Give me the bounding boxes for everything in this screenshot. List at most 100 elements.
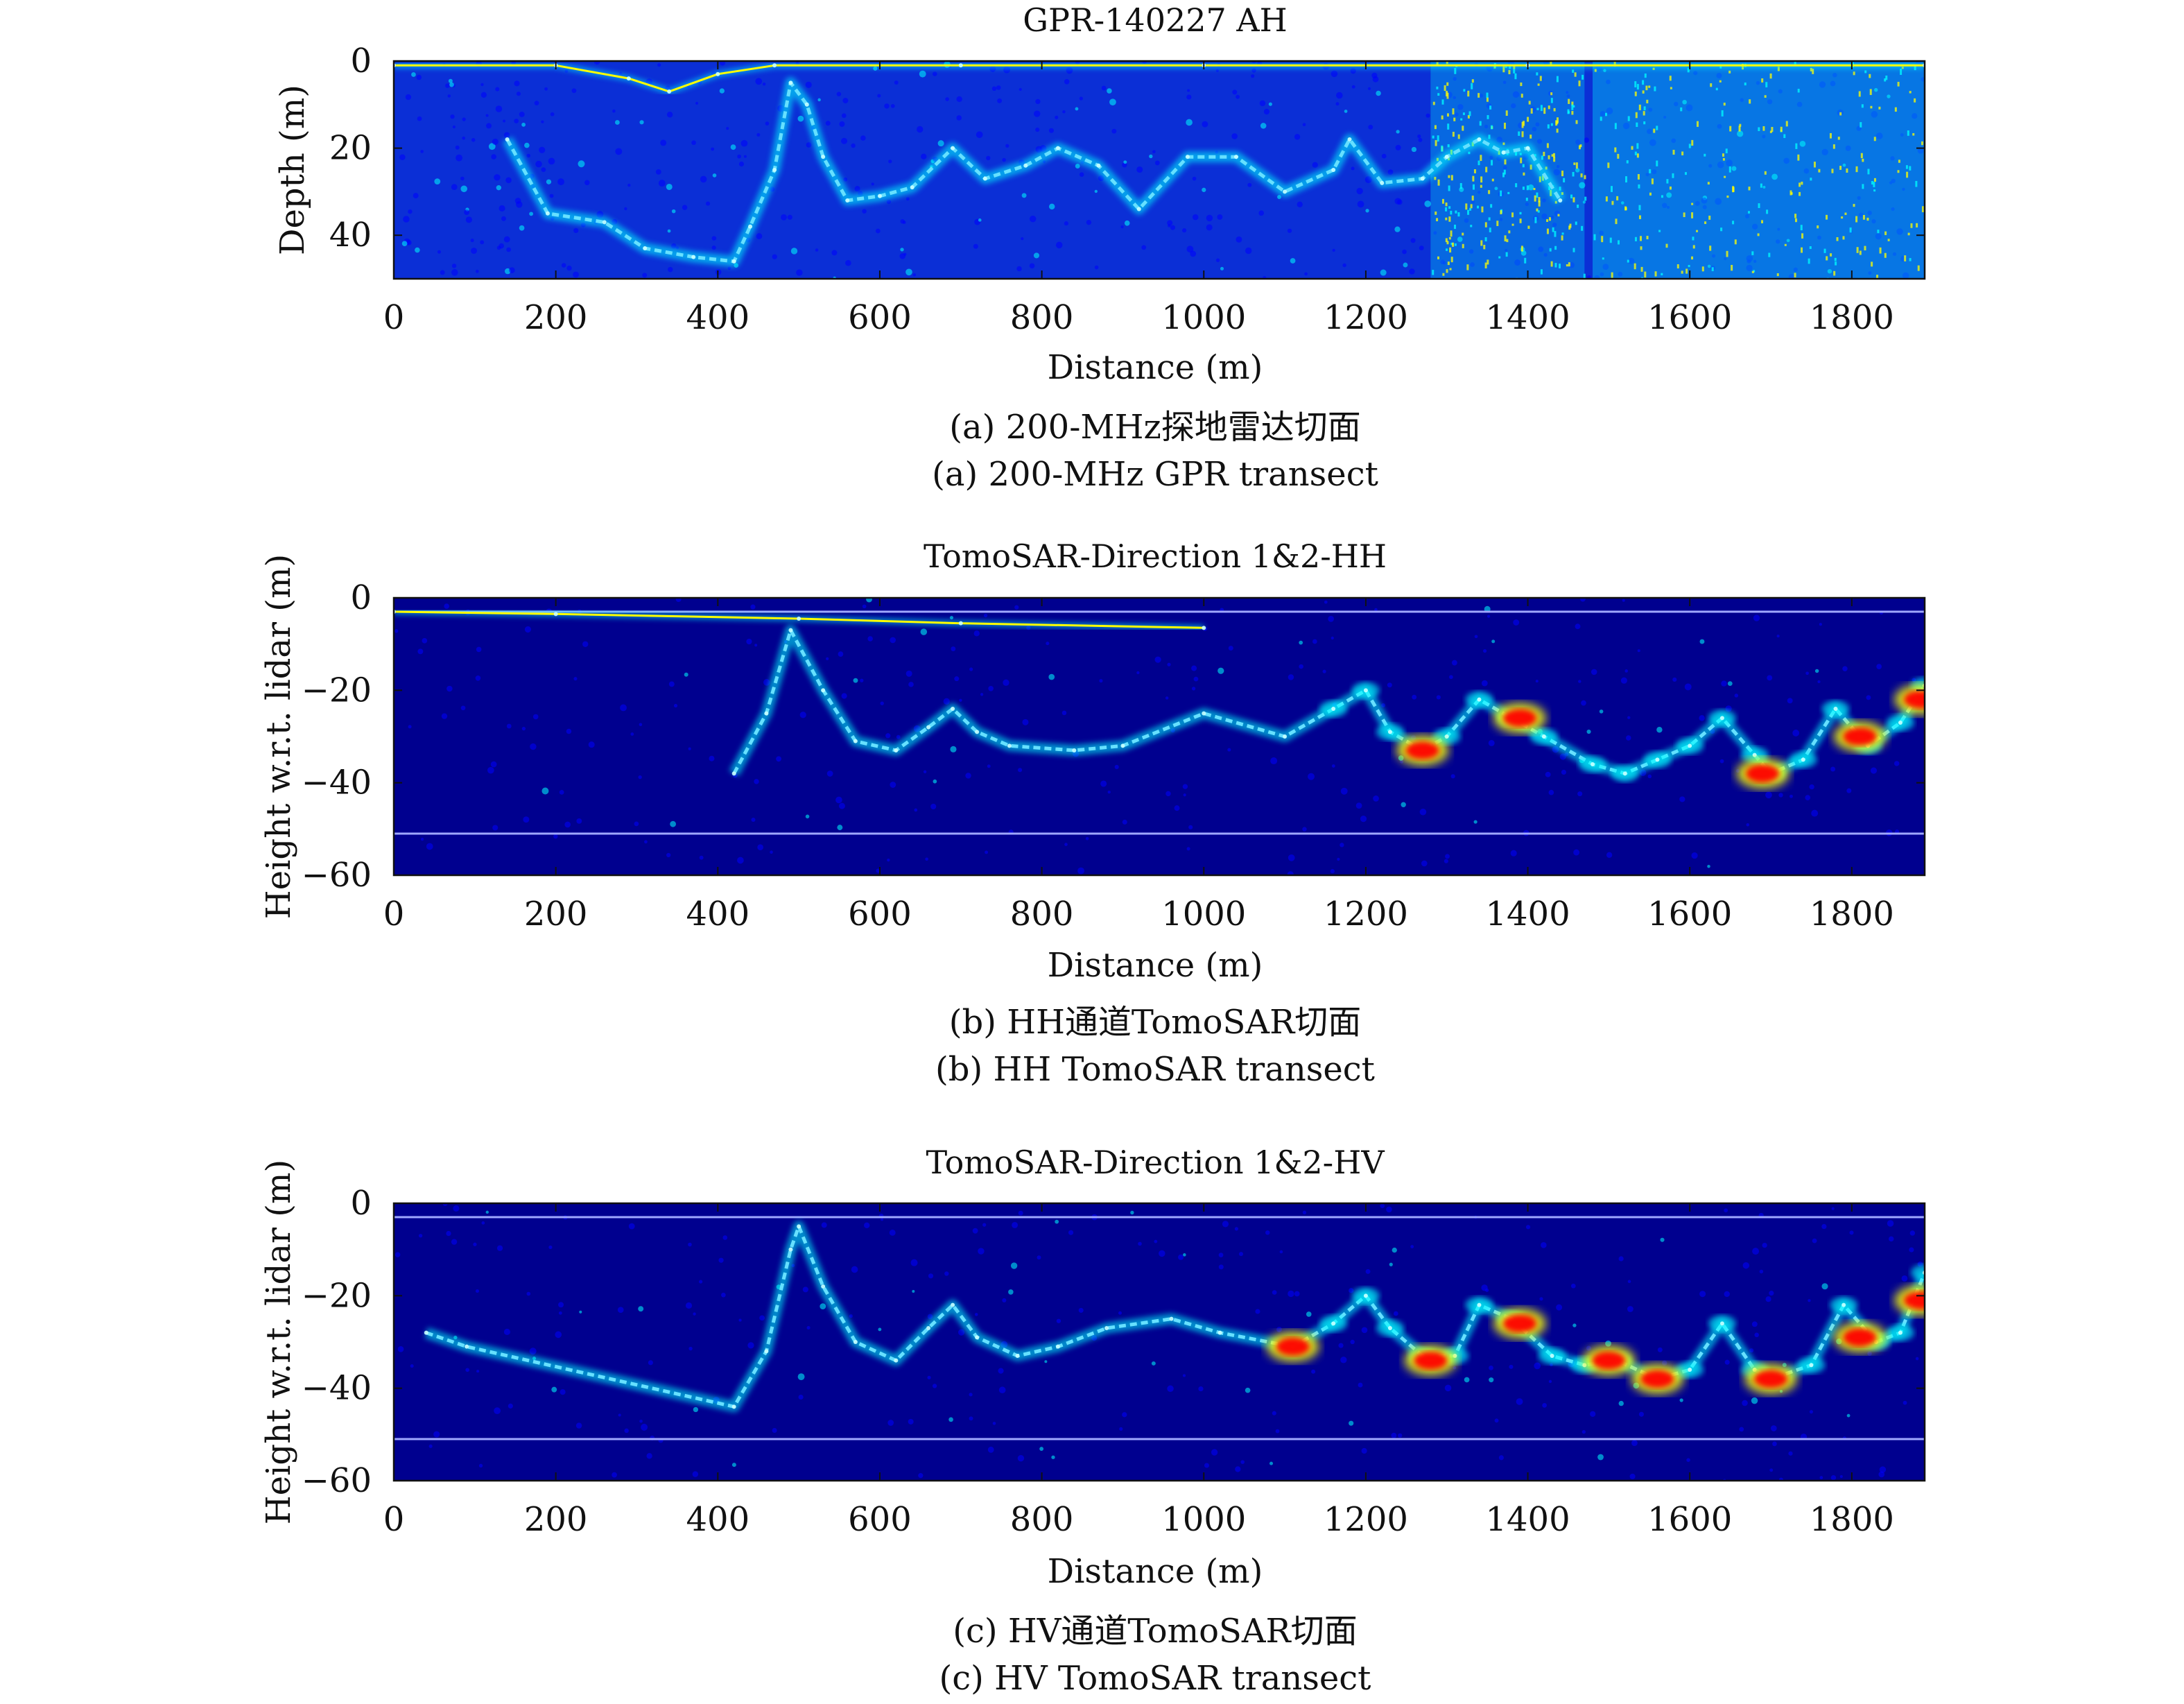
data-point — [1380, 180, 1385, 185]
speckle-mark — [1586, 1345, 1592, 1351]
speckle-mark — [1361, 1447, 1367, 1454]
noise-speckle — [1638, 215, 1641, 219]
speckle-mark — [1751, 223, 1758, 230]
data-point — [1387, 1326, 1392, 1330]
speckle-mark — [826, 771, 833, 777]
speckle-mark — [747, 1342, 754, 1349]
noise-speckle — [1554, 246, 1557, 250]
speckle-mark — [973, 243, 978, 249]
noise-speckle — [1636, 143, 1639, 149]
speckle-mark — [1776, 635, 1780, 638]
speckle-mark — [1086, 219, 1092, 225]
speckle-mark — [982, 1223, 987, 1227]
speckle-mark — [1029, 215, 1037, 223]
noise-speckle — [1644, 271, 1647, 278]
x-tick-label: 800 — [1010, 895, 1074, 933]
noise-speckle — [1826, 214, 1828, 220]
speckle-mark — [756, 233, 763, 239]
speckle-mark — [1270, 757, 1278, 765]
noise-speckle — [1610, 186, 1613, 192]
noise-speckle — [1799, 191, 1801, 196]
y-ticks-b: 0−20−40−60 — [302, 578, 1925, 895]
noise-speckle — [1594, 69, 1597, 72]
noise-speckle — [1823, 248, 1826, 253]
speckle-mark — [1684, 683, 1692, 691]
speckle-mark — [1485, 1288, 1489, 1292]
data-point — [1525, 146, 1530, 150]
speckle-mark — [1118, 1311, 1122, 1315]
noise-speckle — [1574, 72, 1577, 77]
data-point — [1363, 688, 1368, 693]
speckle-mark — [1410, 1245, 1414, 1248]
speckle-mark — [1649, 139, 1656, 146]
speckle-mark — [422, 638, 428, 644]
speckle-mark — [884, 103, 890, 109]
speckle-mark — [1107, 790, 1111, 794]
speckle-mark — [699, 855, 704, 860]
speckle-mark — [485, 114, 489, 117]
speckle-mark — [1846, 788, 1852, 793]
noise-speckle — [1626, 160, 1629, 164]
speckle-mark — [1182, 1374, 1186, 1377]
speckle-mark — [1288, 674, 1294, 680]
noise-speckle — [1684, 172, 1687, 175]
noise-speckle — [1644, 73, 1647, 78]
noise-speckle — [1448, 185, 1450, 191]
noise-speckle — [1653, 128, 1656, 133]
speckle-mark — [820, 1303, 826, 1310]
speckle-mark — [1165, 791, 1171, 797]
speckle-mark — [682, 205, 688, 210]
speckle-mark — [428, 1444, 433, 1448]
speckle-mark — [546, 179, 552, 184]
noise-speckle — [1654, 86, 1656, 92]
speckle-mark — [1496, 137, 1502, 143]
speckle-mark — [1340, 787, 1348, 795]
data-point — [975, 730, 980, 734]
x-axis-label-c: Distance (m) — [1048, 1552, 1263, 1591]
speckle-mark — [986, 155, 991, 161]
speckle-mark — [1178, 1254, 1184, 1260]
speckle-mark — [666, 112, 673, 118]
speckle-mark — [1046, 642, 1050, 646]
speckle-mark — [1788, 273, 1796, 279]
speckle-mark — [1402, 249, 1407, 255]
y-tick-label: −60 — [302, 1461, 372, 1500]
speckle-mark — [1220, 266, 1224, 270]
speckle-mark — [1699, 715, 1705, 721]
speckle-mark — [1018, 768, 1023, 773]
speckle-mark — [1839, 1475, 1843, 1479]
speckle-mark — [451, 269, 458, 276]
speckle-mark — [1368, 124, 1373, 130]
speckle-mark — [1269, 1461, 1274, 1465]
data-point — [788, 80, 793, 85]
noise-speckle — [1447, 123, 1450, 130]
speckle-mark — [1737, 130, 1744, 137]
chart-title-b: TomoSAR-Direction 1&2-HH — [924, 537, 1387, 575]
noise-speckle — [1871, 261, 1873, 267]
data-point — [1833, 707, 1838, 711]
noise-speckle — [1584, 175, 1586, 180]
speckle-mark — [638, 1306, 644, 1312]
noise-speckle — [1519, 212, 1522, 215]
speckle-mark — [887, 858, 890, 862]
noise-speckle — [1614, 123, 1617, 130]
speckle-mark — [480, 240, 485, 245]
speckle-mark — [1605, 1340, 1611, 1347]
speckle-mark — [866, 598, 872, 603]
speckle-mark — [1821, 1283, 1828, 1290]
speckle-mark — [1044, 1360, 1048, 1363]
speckle-mark — [1349, 1288, 1354, 1293]
speckle-mark — [1263, 108, 1270, 115]
speckle-mark — [460, 185, 468, 193]
noise-speckle — [1635, 112, 1638, 119]
speckle-mark — [1599, 230, 1604, 236]
speckle-mark — [1915, 1357, 1919, 1361]
speckle-mark — [1202, 121, 1208, 128]
speckle-mark — [875, 228, 881, 234]
speckle-mark — [516, 92, 521, 96]
noise-speckle — [1794, 273, 1796, 278]
speckle-mark — [612, 109, 616, 113]
speckle-mark — [1618, 1400, 1624, 1406]
noise-speckle — [1910, 223, 1913, 228]
noise-speckle — [1477, 205, 1480, 209]
